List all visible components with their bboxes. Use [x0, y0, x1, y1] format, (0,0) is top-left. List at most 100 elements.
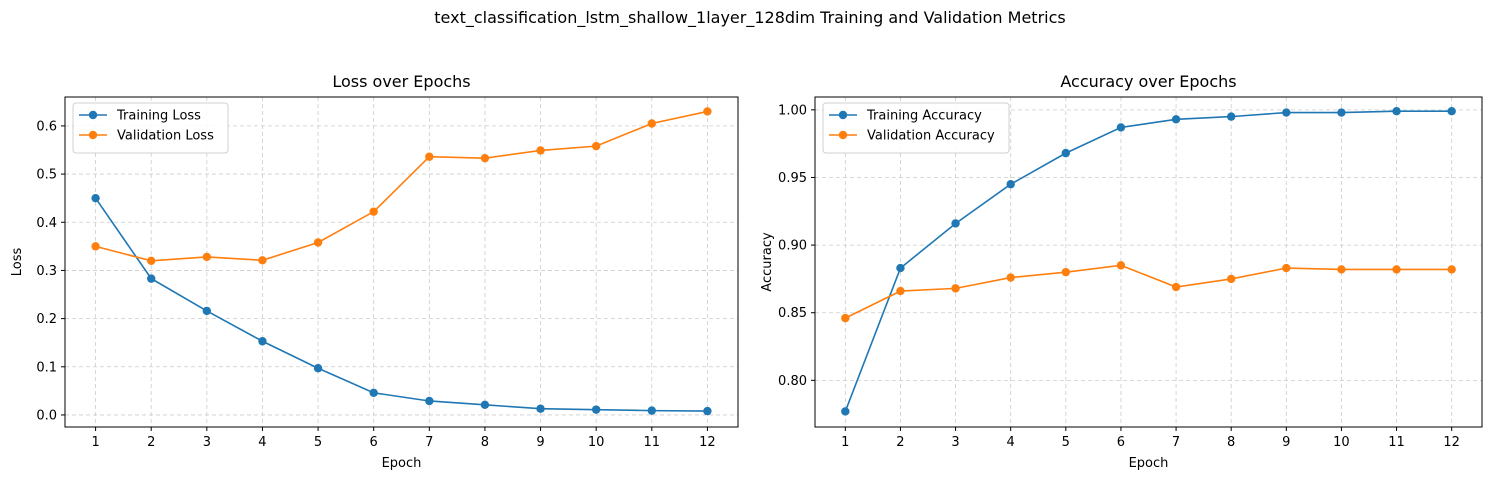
data-point	[951, 219, 960, 228]
legend-marker	[88, 110, 98, 120]
legend-box	[822, 102, 1010, 154]
y-axis-label: Accuracy	[760, 232, 775, 292]
y-tick-label: 0.85	[778, 306, 807, 321]
series-line-training-loss	[94, 197, 708, 412]
y-tick-label: 0.5	[36, 168, 57, 183]
data-point	[1061, 148, 1071, 158]
data-point	[1282, 263, 1291, 273]
x-tick-label: 1	[841, 435, 849, 450]
data-point	[896, 286, 905, 296]
y-tick-label: 0.4	[36, 216, 57, 231]
x-axis-label: Epoch	[382, 456, 422, 471]
y-tick-label: 0.0	[36, 408, 57, 423]
plot-frame	[64, 96, 739, 428]
subplot-title: Loss over Epochs	[332, 72, 470, 91]
data-point	[1061, 267, 1071, 277]
x-tick-label: 12	[1443, 435, 1460, 450]
series-line-validation-loss	[95, 110, 708, 262]
data-point	[1116, 123, 1126, 132]
x-tick-label: 7	[1172, 435, 1180, 450]
data-point	[841, 407, 850, 416]
data-point	[1392, 265, 1401, 274]
series-line-validation-accuracy	[844, 264, 1452, 319]
data-point	[1447, 265, 1456, 274]
y-axis-label: Loss	[10, 248, 25, 277]
data-point	[425, 396, 434, 406]
data-point	[480, 153, 490, 163]
x-tick-label: 6	[370, 435, 378, 450]
x-tick-label: 11	[1388, 435, 1405, 450]
x-tick-label: 2	[147, 435, 155, 450]
y-tick-label: 0.2	[36, 312, 57, 327]
legend-label: Training Accuracy	[866, 109, 982, 124]
x-tick-label: 2	[896, 435, 904, 450]
x-tick-label: 4	[1007, 435, 1015, 450]
y-tick-label: 1.00	[778, 103, 807, 118]
data-point	[425, 152, 434, 161]
data-point	[591, 405, 601, 414]
y-tick-label: 0.80	[778, 374, 807, 389]
x-tick-label: 11	[644, 435, 661, 450]
x-tick-label: 3	[951, 435, 959, 450]
y-tick-label: 0.1	[36, 360, 57, 375]
data-point	[1337, 265, 1346, 274]
data-point	[258, 256, 267, 265]
data-point	[313, 364, 323, 373]
x-tick-label: 5	[1062, 435, 1070, 450]
data-point	[703, 406, 712, 416]
data-point	[1171, 282, 1181, 292]
y-tick-label: 0.3	[36, 264, 57, 279]
x-tick-label: 6	[1117, 435, 1125, 450]
x-tick-label: 9	[1282, 435, 1290, 450]
legend-marker	[838, 110, 848, 120]
x-tick-label: 12	[699, 435, 716, 450]
x-tick-label: 4	[258, 435, 266, 450]
series-line-training-accuracy	[844, 110, 1452, 412]
data-point	[1392, 107, 1401, 116]
data-point	[313, 238, 323, 247]
data-point	[1116, 261, 1126, 270]
data-point	[703, 107, 712, 116]
legend-box	[72, 102, 229, 154]
x-tick-label: 10	[588, 435, 605, 450]
data-point	[1447, 107, 1456, 116]
data-point	[1226, 274, 1236, 284]
y-tick-label: 0.90	[778, 239, 807, 254]
data-point	[1006, 180, 1015, 189]
legend-label: Validation Loss	[117, 129, 214, 144]
data-point	[1337, 108, 1346, 117]
data-point	[369, 207, 378, 216]
x-tick-label: 9	[536, 435, 544, 450]
data-point	[647, 119, 656, 128]
subplot-title: Accuracy over Epochs	[1060, 72, 1236, 91]
x-tick-label: 8	[1227, 435, 1235, 450]
x-tick-label: 3	[203, 435, 211, 450]
data-point	[591, 141, 601, 151]
y-tick-label: 0.95	[778, 171, 807, 186]
data-point	[536, 404, 545, 413]
data-point	[480, 400, 490, 410]
x-tick-label: 1	[91, 435, 99, 450]
data-point	[91, 193, 100, 203]
data-point	[896, 263, 905, 273]
data-point	[1226, 112, 1236, 121]
legend-label: Training Loss	[116, 109, 201, 124]
data-point	[147, 256, 156, 265]
x-tick-label: 5	[314, 435, 322, 450]
figure-title: text_classification_lstm_shallow_1layer_…	[434, 8, 1066, 27]
data-point	[202, 252, 212, 262]
legend-marker	[838, 130, 848, 140]
y-tick-label: 0.6	[36, 119, 57, 134]
data-point	[536, 146, 545, 155]
x-axis-label: Epoch	[1129, 456, 1169, 471]
data-point	[1006, 273, 1015, 282]
legend-marker	[88, 130, 98, 140]
x-tick-label: 10	[1333, 435, 1350, 450]
data-point	[147, 274, 156, 283]
x-tick-label: 7	[425, 435, 433, 450]
data-point	[369, 388, 378, 397]
data-point	[1282, 108, 1291, 117]
legend-label: Validation Accuracy	[867, 129, 995, 144]
data-point	[1171, 115, 1181, 124]
